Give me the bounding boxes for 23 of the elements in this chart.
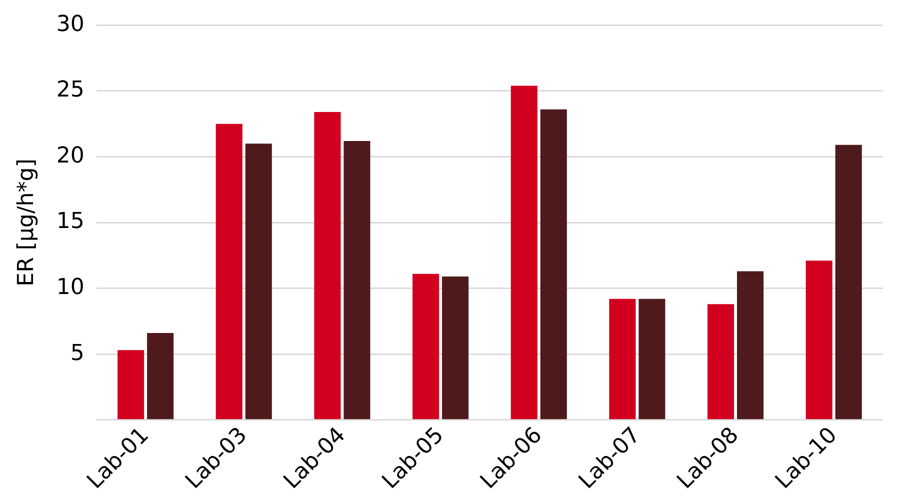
bar [147,333,174,420]
bar [314,112,341,420]
bar [245,144,272,420]
bar [510,86,538,420]
y-axis-title: ER [µg/h*g] [14,158,39,286]
y-tick-label: 20 [56,143,84,168]
y-tick-label: 25 [56,78,84,103]
y-tick-label: 15 [56,209,84,234]
bar [118,350,144,420]
bar [609,298,636,420]
bar [638,298,666,420]
bar [736,271,764,420]
bar [806,260,832,420]
bar [540,109,567,420]
y-tick-label: 30 [56,12,84,37]
bar [344,140,370,420]
bar [442,276,469,420]
bar [707,304,734,420]
y-tick-label: 5 [70,340,84,366]
y-tick-label: 10 [56,275,84,300]
bar [412,274,440,420]
bar [835,144,862,420]
bar [216,124,242,420]
